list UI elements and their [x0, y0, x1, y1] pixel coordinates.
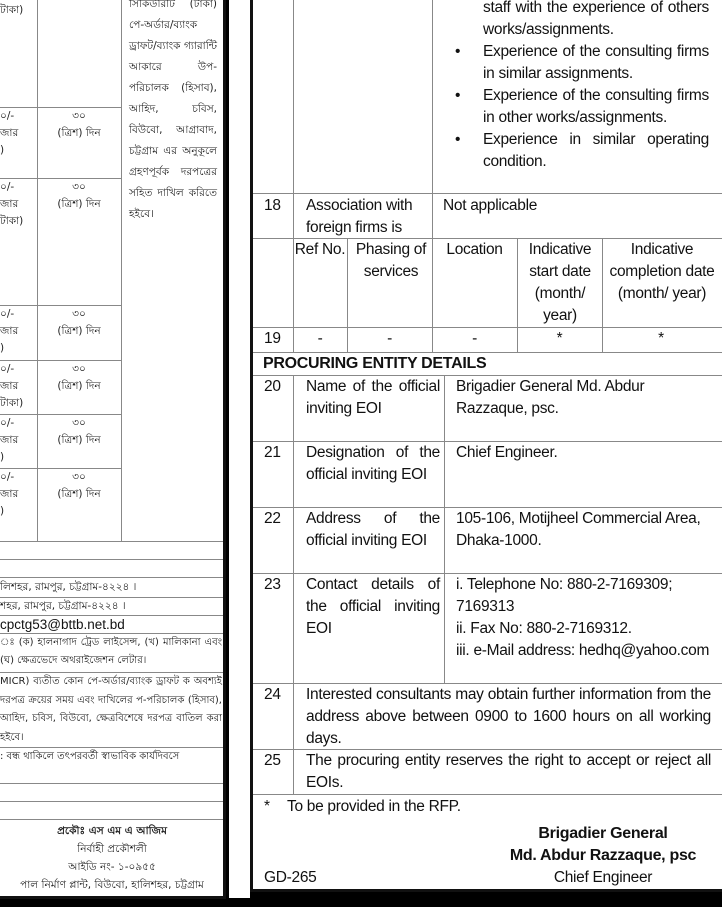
contact-line: iii. e-Mail address: hedhq@yahoo.com — [456, 642, 710, 659]
bullet-icon: • — [455, 43, 461, 60]
criteria-text: Experience in similar operating conditio… — [483, 131, 709, 170]
row-label: Designation of the official inviting EOI — [306, 444, 440, 483]
validity-days-cell: ৩০ (ত্রিশ) দিন — [57, 363, 101, 392]
header-ref-no: Ref No. — [294, 241, 346, 258]
footnote-mark: * — [264, 798, 270, 815]
row-value: Not applicable — [443, 197, 538, 214]
column-gutter — [229, 0, 250, 898]
cell: * — [556, 330, 563, 347]
criteria-text: Experience of the consulting firms in ot… — [483, 87, 709, 126]
footnote: To be provided in the RFP. — [287, 798, 461, 815]
security-note: সিকিউরিটি (টাকা) পে-অর্ডার/ব্যাংক ড্রাফট… — [129, 0, 217, 220]
amount-cell: টাকা) — [0, 4, 24, 16]
header-location: Location — [446, 241, 503, 258]
row-number: 24 — [264, 686, 281, 703]
validity-days-cell: ৩০ (ত্রিশ) দিন — [57, 110, 101, 139]
header-completion-date: Indicative completion date (month/ year) — [609, 241, 715, 302]
row-number: 23 — [264, 576, 281, 593]
signatory-rank: Brigadier General — [538, 825, 668, 842]
row-number: 20 — [264, 378, 281, 395]
bullet-icon: • — [455, 87, 461, 104]
criteria-text: Experience of the consulting firms in si… — [483, 43, 709, 82]
address-line: লিশহর, রামপুর, চট্টগ্রাম-৪২২৪ । — [0, 581, 137, 593]
row-label: Name of the official inviting EOI — [306, 378, 440, 417]
criteria-item: • Experience of the consulting firms in s… — [455, 41, 709, 85]
validity-days-cell: ৩০ (ত্রিশ) দিন — [57, 417, 101, 446]
row-text: Interested consultants may obtain furthe… — [306, 686, 711, 747]
row-number: 22 — [264, 510, 281, 527]
amount-cell: ০/- জার ) — [0, 308, 19, 354]
criteria-item: • Experience of the consulting firms in o… — [455, 85, 709, 129]
section-title: PROCURING ENTITY DETAILS — [263, 355, 487, 372]
row-text: The procuring entity reserves the right … — [306, 752, 711, 791]
bengali-tender-notice: টাকা) ০/- জার ) ৩০ (ত্রিশ) দিন ০/- জার টাক… — [0, 0, 226, 899]
row-value: Brigadier General Md. Abdur Razzaque, ps… — [456, 378, 645, 417]
row-value: 105-106, Motijheel Commercial Area, Dhak… — [456, 510, 701, 549]
evaluation-criteria-list: staff with the experience of others work… — [455, 0, 709, 173]
contact-line: i. Telephone No: 880-2-7169309; 7169313 — [456, 576, 673, 615]
row-label: Association with foreign firms is — [306, 197, 413, 236]
payment-note: MICR) ব্যতীত কোন পে-অর্ডার/ব্যাংক ড্রাফট… — [0, 676, 222, 743]
criteria-item: staff with the experience of others work… — [483, 0, 709, 41]
amount-cell: ০/- জার ) — [0, 471, 19, 517]
email-text: cpctg53@bttb.net.bd — [0, 617, 125, 632]
signatory-title: নির্বাহী প্রকৌশলী — [77, 843, 147, 855]
row-number: 19 — [264, 330, 281, 347]
validity-days-cell: ৩০ (ত্রিশ) দিন — [57, 181, 101, 210]
row-value: Chief Engineer. — [456, 444, 558, 461]
amount-cell: ০/- জার টাকা) — [0, 363, 24, 409]
criteria-text: staff with the experience of others work… — [483, 0, 709, 38]
signatory-id: আইডি নং- ১-০৯৫৫ — [68, 861, 156, 873]
signatory-name: Md. Abdur Razzaque, psc — [509, 847, 697, 864]
row-number: 18 — [264, 197, 281, 214]
row-label: Address of the official inviting EOI — [306, 510, 440, 549]
criteria-item: • Experience in similar operating conditi… — [455, 129, 709, 173]
eoi-notice: staff with the experience of others work… — [250, 0, 722, 892]
validity-days-cell: ৩০ (ত্রিশ) দিন — [57, 308, 101, 337]
header-start-date: Indicative start date (month/ year) — [528, 241, 592, 324]
contact-line: ii. Fax No: 880-2-7169312. — [456, 620, 632, 637]
signatory-office: পাল নির্মাণ প্লান্ট, বিউবো, হালিশহর, চট্… — [20, 879, 204, 891]
amount-cell: ০/- জার টাকা) — [0, 181, 24, 227]
header-phasing: Phasing of services — [355, 241, 427, 280]
cell: - — [387, 330, 392, 347]
cell: * — [658, 330, 664, 347]
row-number: 21 — [264, 444, 281, 461]
contact-details: i. Telephone No: 880-2-7169309; 7169313 i… — [456, 574, 718, 662]
cell: - — [472, 330, 477, 347]
amount-cell: ০/- জার ) — [0, 110, 19, 156]
signatory-title: Chief Engineer — [553, 869, 653, 886]
holiday-note: : বন্ধ থাকিলে তৎপরবর্তী স্বাভাবিক কার্যদ… — [0, 751, 180, 762]
row-number: 25 — [264, 752, 281, 769]
bullet-icon: • — [455, 131, 461, 148]
reference-code: GD-265 — [264, 869, 317, 886]
documents-note: ঃ (ক) হালনাগাদ ট্রেড লাইসেন্স, (খ) মালিক… — [0, 637, 222, 666]
address-line: শহর, রামপুর, চট্টগ্রাম-৪২২৪ । — [0, 600, 126, 612]
validity-days-cell: ৩০ (ত্রিশ) দিন — [57, 471, 101, 500]
row-label: Contact details of the official inviting… — [306, 576, 440, 637]
signatory-name: প্রকৌঃ এস এম এ আজিম — [57, 825, 167, 837]
cell: - — [317, 330, 323, 347]
amount-cell: ০/- জার ) — [0, 417, 19, 463]
